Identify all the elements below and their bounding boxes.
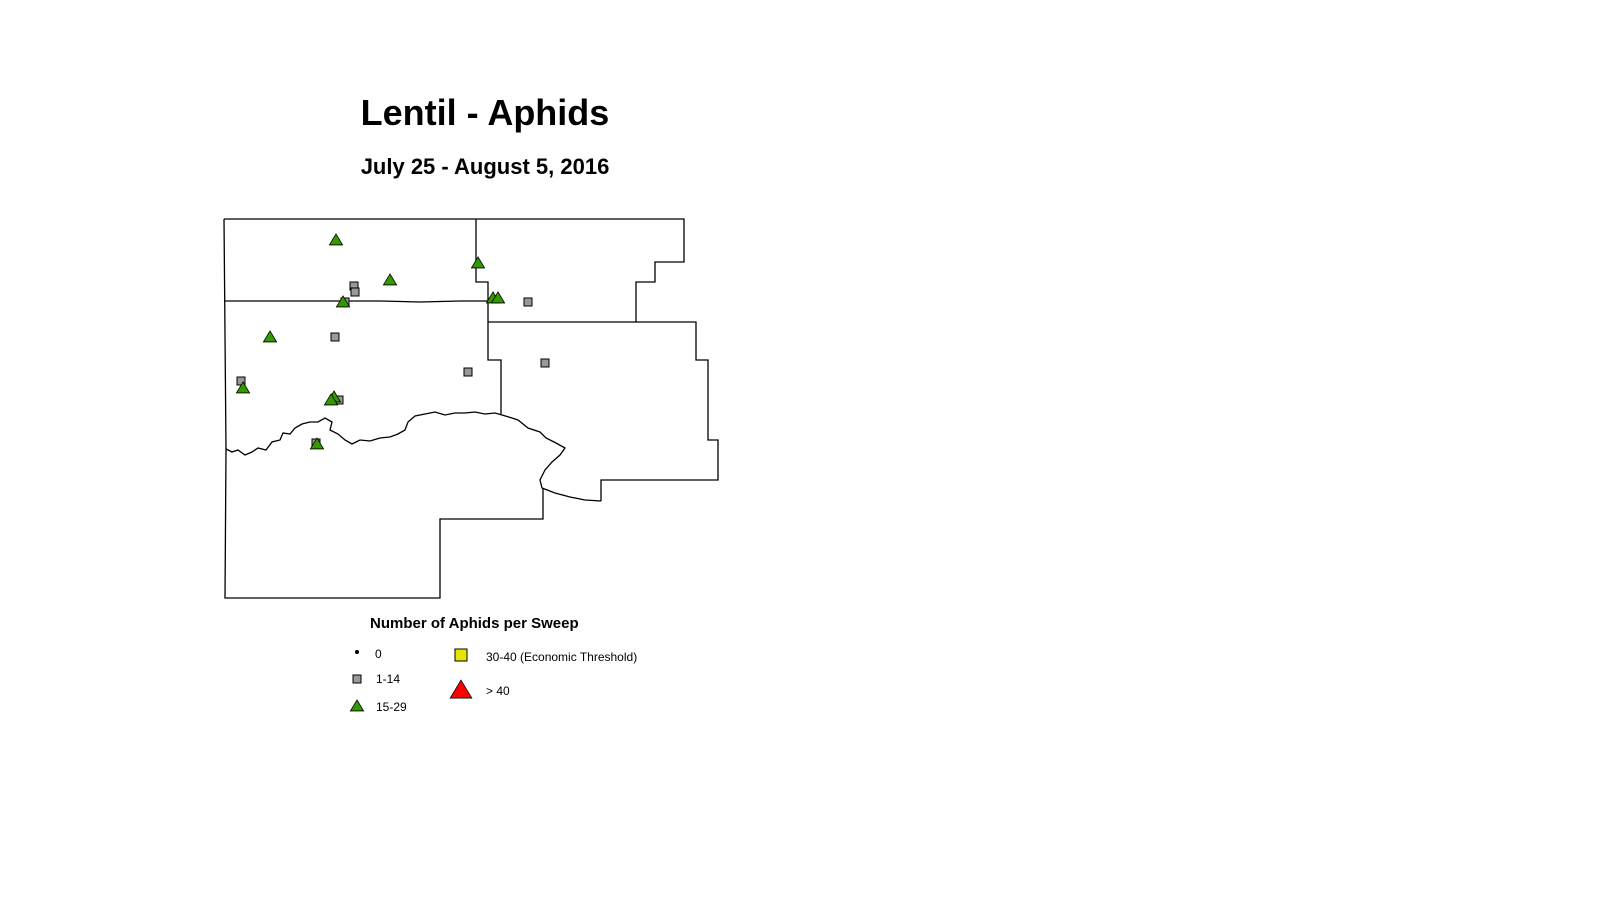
region-boundaries: [223, 218, 719, 599]
legend-title: Number of Aphids per Sweep: [370, 615, 579, 632]
sample-point-triangle: [470, 256, 486, 269]
legend-label-15-29: 15-29: [376, 700, 407, 714]
legend-square-icon: [352, 674, 362, 684]
legend-label-1-14: 1-14: [376, 672, 401, 686]
eastern-divider: [475, 219, 502, 414]
sample-point-square: [463, 367, 473, 377]
legend-triangle-icon: [349, 699, 365, 712]
northern-divider: [224, 300, 488, 303]
sample-point-triangle: [382, 273, 398, 286]
sample-point-triangle: [335, 295, 351, 308]
legend-symbols: [349, 648, 473, 712]
sample-point-triangle: [323, 393, 339, 406]
legend-label-0: 0: [375, 647, 382, 661]
sample-point-square: [350, 287, 360, 297]
sample-point-triangle: [490, 291, 506, 304]
river: [225, 411, 602, 502]
legend-dot-icon: [355, 650, 359, 654]
sample-point-square: [540, 358, 550, 368]
sample-point-square: [523, 297, 533, 307]
sample-point-triangle: [328, 233, 344, 246]
sample-point-triangle: [309, 437, 325, 450]
southwest-boundary: [223, 218, 544, 599]
sample-point-triangle: [262, 330, 278, 343]
legend-label-30-40: 30-40 (Economic Threshold): [486, 650, 638, 664]
sample-points: [235, 233, 550, 450]
sample-point-square: [330, 332, 340, 342]
legend-label-over-40: > 40: [486, 684, 510, 698]
map-title: Lentil - Aphids: [360, 92, 610, 133]
outer-boundary: [224, 218, 719, 501]
map-subtitle: July 25 - August 5, 2016: [360, 154, 610, 179]
legend-red-triangle-icon: [449, 679, 473, 699]
sample-point-triangle: [235, 381, 251, 394]
legend-yellow-square-icon: [454, 648, 468, 662]
